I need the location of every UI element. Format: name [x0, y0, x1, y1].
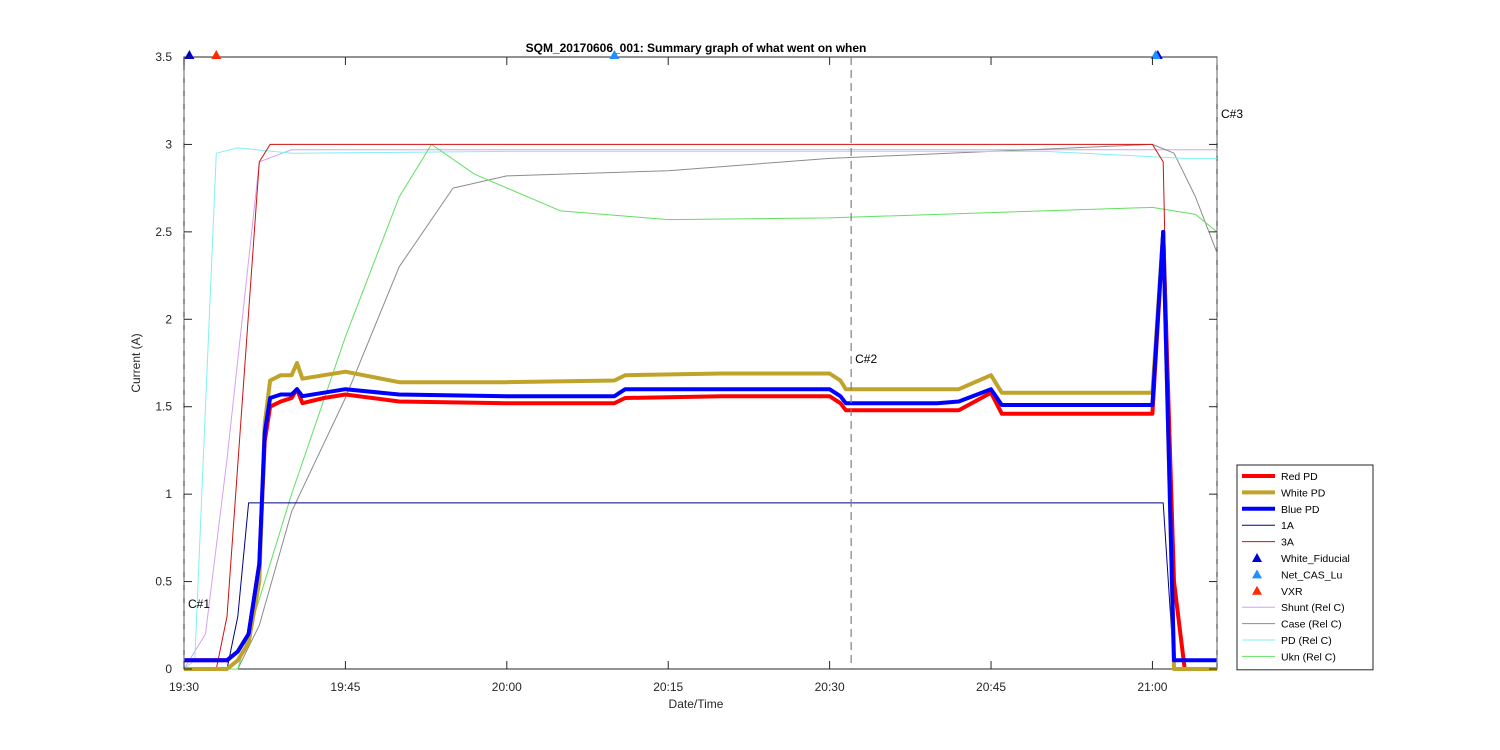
legend-box [1236, 464, 1374, 671]
marker-6-1 [1150, 50, 1161, 59]
legend-label-8: Shunt (Rel C) [1281, 602, 1345, 614]
marker-6-0 [609, 50, 620, 59]
legend-label-3: 1A [1281, 520, 1294, 532]
legend-swatch-7 [1252, 585, 1262, 595]
legend-label-4: 3A [1281, 537, 1294, 549]
legend-label-7: VXR [1281, 586, 1303, 598]
series-line-8 [183, 149, 1217, 670]
y-tick-label-6: 3 [165, 137, 172, 151]
marker-5-0 [184, 50, 195, 59]
x-tick-label-2: 20:00 [492, 680, 522, 694]
series-line-9 [184, 143, 1218, 670]
legend-label-10: PD (Rel C) [1281, 635, 1332, 647]
legend-swatch-5 [1252, 553, 1262, 562]
y-tick-label-0: 0 [165, 662, 172, 676]
x-tick-label-3: 20:15 [653, 680, 683, 694]
annotation-label-1: C#2 [855, 352, 877, 366]
x-axis-label: Date/Time [669, 697, 724, 711]
x-tick-label-1: 19:45 [330, 680, 360, 694]
annotations: C#1 C#2 C#3 [188, 107, 1243, 611]
y-tick-label-2: 1 [165, 487, 172, 501]
series-layer [183, 143, 1218, 671]
legend-label-2: Blue PD [1281, 504, 1320, 516]
chart-title: SQM_20170606_001: Summary graph of what … [526, 41, 867, 55]
series-line-2 [184, 229, 1217, 663]
legend-swatch-6 [1252, 569, 1262, 579]
annotation-label-0: C#1 [188, 597, 210, 611]
axes: 19:30 19:45 20:00 20:15 20:30 20:45 21:00 0 0.5 1… [155, 50, 1217, 694]
y-tick-label-3: 1.5 [155, 400, 172, 414]
x-tick-label-0: 19:30 [169, 680, 199, 694]
legend-label-6: Net_CAS_Lu [1281, 569, 1342, 581]
x-tick-label-6: 21:00 [1137, 680, 1167, 694]
legend-label-5: White_Fiducial [1281, 553, 1350, 565]
legend-label-9: Case (Rel C) [1281, 619, 1342, 631]
y-axis-label: Current (A) [129, 333, 143, 392]
y-tick-label-4: 2 [165, 312, 172, 326]
plot-area [183, 56, 1218, 670]
y-tick-label-5: 2.5 [155, 225, 172, 239]
legend: Red PD White PD Blue PD 1A 3A White_Fiducial N… [1236, 464, 1374, 671]
cursor-lines [183, 57, 1218, 669]
x-tick-label-5: 20:45 [976, 680, 1006, 694]
x-tick-label-4: 20:30 [815, 680, 845, 694]
annotation-label-2: C#3 [1221, 107, 1243, 121]
legend-label-1: White PD [1281, 487, 1326, 499]
legend-label-11: Ukn (Rel C) [1281, 651, 1336, 663]
series-line-11 [184, 143, 1218, 670]
series-line-10 [183, 147, 1217, 670]
y-tick-label-7: 3.5 [155, 50, 172, 64]
marker-7-0 [211, 50, 222, 59]
legend-label-0: Red PD [1281, 471, 1318, 483]
y-tick-label-1: 0.5 [155, 575, 172, 589]
